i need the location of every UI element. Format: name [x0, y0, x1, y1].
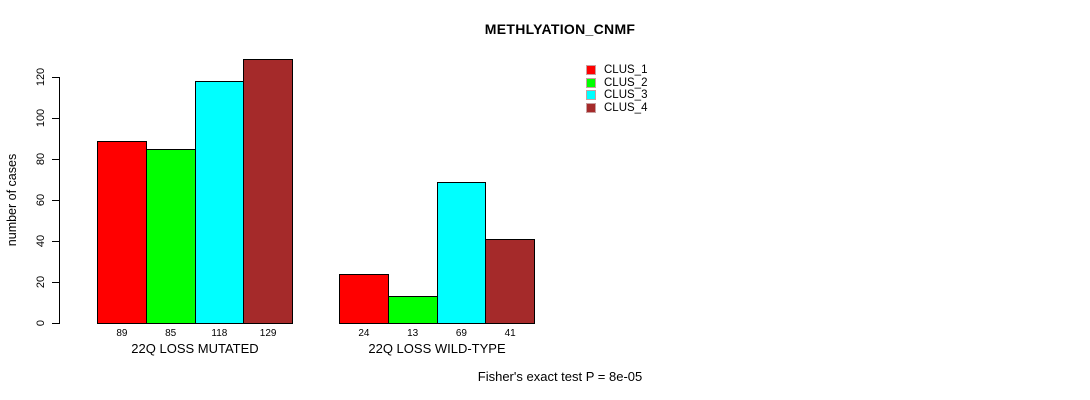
bar-clus_2-group2	[387, 296, 438, 324]
bar-value-label: 129	[259, 328, 277, 339]
bar-clus_4-group2	[485, 239, 535, 324]
y-tick	[52, 200, 59, 201]
bar-value-label: 89	[116, 328, 128, 339]
y-tick	[52, 118, 59, 119]
legend-swatch-icon	[586, 65, 596, 75]
y-axis-title: number of cases	[5, 153, 19, 247]
y-tick-label: 40	[35, 234, 47, 248]
legend-label: CLUS_3	[604, 89, 648, 102]
y-tick	[52, 159, 59, 160]
y-tick	[52, 77, 59, 78]
bar-value-label: 85	[165, 328, 177, 339]
y-axis-line	[59, 77, 60, 324]
legend-swatch-icon	[586, 102, 596, 113]
y-tick-label: 100	[35, 108, 47, 128]
legend-label: CLUS_4	[604, 101, 648, 114]
chart-title: METHLYATION_CNMF	[484, 21, 636, 37]
legend-swatch-icon	[586, 90, 596, 101]
bar-clus_1-group2	[339, 274, 389, 324]
y-tick	[52, 323, 59, 324]
y-tick	[52, 282, 59, 283]
y-tick-label: 60	[35, 193, 47, 207]
legend-swatch-icon	[586, 77, 596, 88]
bar-clus_4-group1	[243, 59, 293, 324]
fisher-annotation: Fisher's exact test P = 8e-05	[477, 369, 643, 384]
bar-clus_1-group1	[97, 141, 147, 324]
bar-clus_3-group1	[194, 81, 245, 324]
y-tick-label: 80	[35, 152, 47, 166]
y-tick-label: 0	[35, 319, 47, 327]
y-tick	[52, 241, 59, 242]
legend-label: CLUS_1	[604, 64, 648, 76]
bar-value-label: 69	[455, 328, 467, 339]
group-label: 22Q LOSS MUTATED	[131, 341, 259, 356]
bar-value-label: 13	[407, 328, 419, 339]
bar-value-label: 24	[358, 328, 370, 339]
group-label: 22Q LOSS WILD-TYPE	[368, 341, 506, 356]
bar-value-label: 118	[211, 328, 228, 339]
y-tick-label: 120	[35, 67, 47, 87]
bar-value-label: 41	[504, 328, 516, 339]
legend-label: CLUS_2	[604, 76, 648, 89]
bar-clus_3-group2	[436, 182, 487, 324]
y-tick-label: 20	[35, 275, 47, 289]
bar-clus_2-group1	[145, 149, 196, 324]
